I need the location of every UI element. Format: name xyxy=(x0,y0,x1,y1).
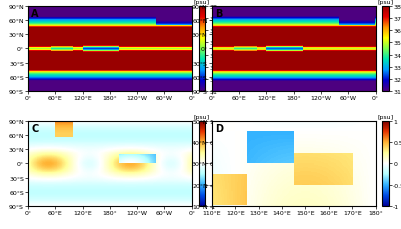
Title: [psu]: [psu] xyxy=(378,0,394,5)
Title: [psu]: [psu] xyxy=(378,114,394,120)
Title: [psu]: [psu] xyxy=(194,114,210,120)
Text: C: C xyxy=(31,124,38,134)
Text: B: B xyxy=(215,9,223,19)
Title: [psu]: [psu] xyxy=(194,0,210,5)
Text: A: A xyxy=(31,9,39,19)
Text: D: D xyxy=(215,124,223,134)
